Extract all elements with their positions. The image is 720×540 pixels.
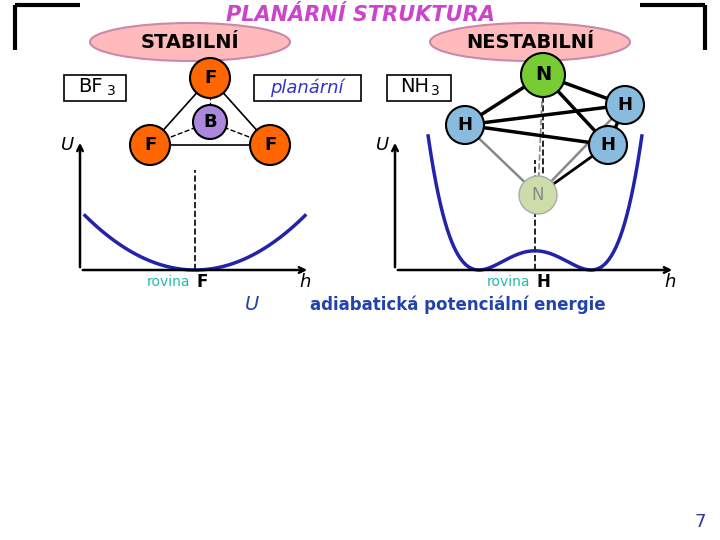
Circle shape — [130, 125, 170, 165]
Text: rovina: rovina — [487, 275, 530, 289]
Text: h: h — [300, 273, 311, 291]
Text: F: F — [264, 136, 276, 154]
FancyBboxPatch shape — [387, 75, 451, 101]
Text: N: N — [535, 65, 551, 84]
Text: U: U — [245, 295, 259, 314]
Circle shape — [193, 105, 227, 139]
Text: N: N — [532, 186, 544, 204]
Circle shape — [519, 176, 557, 214]
Text: F: F — [197, 273, 208, 291]
Text: U: U — [377, 136, 390, 154]
Circle shape — [589, 126, 627, 164]
Circle shape — [446, 106, 484, 144]
Text: PLANÁRNÍ STRUKTURA: PLANÁRNÍ STRUKTURA — [225, 5, 495, 25]
FancyBboxPatch shape — [64, 75, 126, 101]
Text: BF: BF — [78, 78, 103, 97]
Circle shape — [521, 53, 565, 97]
Circle shape — [190, 58, 230, 98]
Text: NESTABILNÍ: NESTABILNÍ — [466, 32, 594, 51]
FancyBboxPatch shape — [254, 75, 361, 101]
Text: 3: 3 — [107, 84, 116, 98]
Circle shape — [250, 125, 290, 165]
Text: F: F — [144, 136, 156, 154]
Text: F: F — [204, 69, 216, 87]
Text: planární: planární — [270, 79, 343, 97]
Ellipse shape — [430, 23, 630, 61]
Text: H: H — [537, 273, 551, 291]
Text: B: B — [203, 113, 217, 131]
Text: U: U — [61, 136, 75, 154]
Text: NH: NH — [400, 78, 429, 97]
Text: h: h — [665, 273, 675, 291]
Text: 7: 7 — [694, 513, 706, 531]
Ellipse shape — [90, 23, 290, 61]
Circle shape — [606, 86, 644, 124]
Text: 3: 3 — [431, 84, 440, 98]
Text: adiabatická potenciální energie: adiabatická potenciální energie — [310, 296, 606, 314]
Text: STABILNÍ: STABILNÍ — [140, 32, 239, 51]
Text: H: H — [600, 136, 616, 154]
Text: rovina: rovina — [146, 275, 190, 289]
Text: H: H — [457, 116, 472, 134]
Text: H: H — [618, 96, 632, 114]
